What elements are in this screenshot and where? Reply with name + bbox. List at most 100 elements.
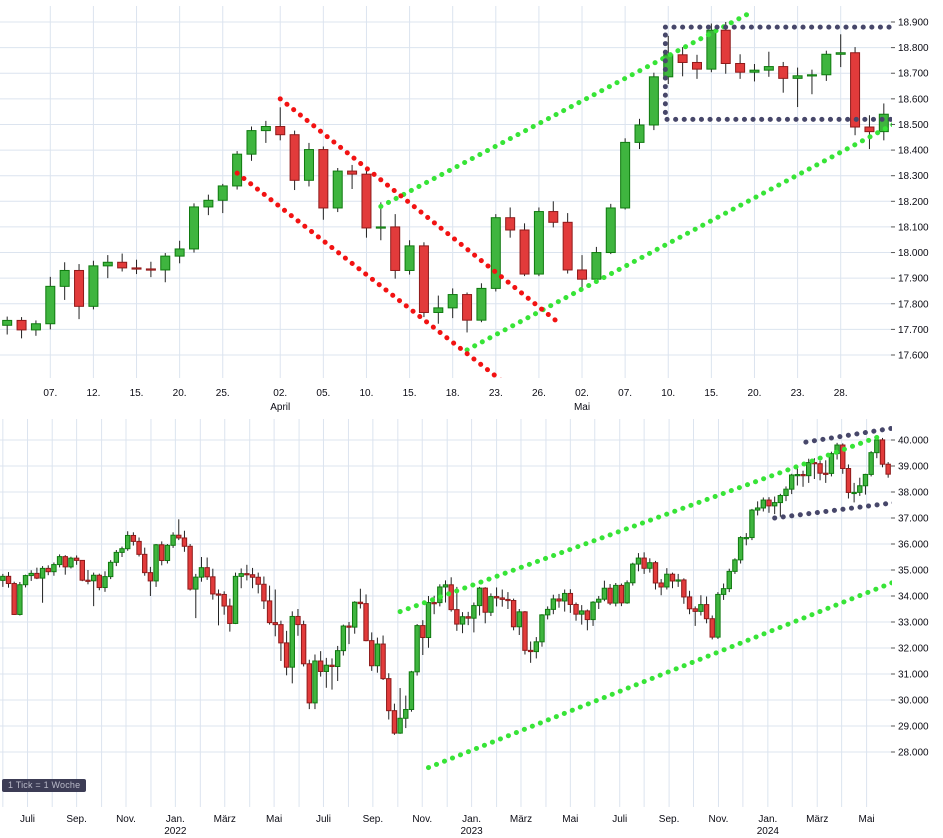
- candle: [465, 611, 471, 626]
- candle: [720, 22, 731, 74]
- candle: [448, 577, 454, 612]
- y-axis-label: 17.900: [898, 274, 929, 285]
- x-axis-label: Jan.: [462, 814, 481, 825]
- candle: [403, 695, 409, 729]
- candle: [295, 609, 301, 636]
- candle: [835, 34, 846, 68]
- candle: [706, 23, 717, 73]
- candle: [16, 317, 27, 339]
- candle: [754, 501, 761, 516]
- candle: [102, 571, 108, 592]
- candle: [39, 566, 46, 603]
- candle: [332, 168, 343, 213]
- x-axis-label: 07.: [618, 388, 632, 399]
- candle: [874, 438, 880, 459]
- candle: [454, 586, 460, 631]
- y-axis-label: 33.000: [898, 618, 929, 629]
- candle: [737, 536, 744, 564]
- candle: [634, 118, 645, 150]
- candle: [204, 557, 210, 580]
- candle: [544, 606, 551, 620]
- candle: [113, 549, 120, 567]
- candle: [391, 703, 398, 735]
- candle: [567, 589, 574, 613]
- candle: [561, 589, 568, 612]
- candle: [681, 578, 687, 604]
- x-axis-label: 23.: [791, 388, 805, 399]
- candle: [51, 562, 57, 576]
- y-axis-label: 17.600: [898, 351, 929, 362]
- y-axis-label: 18.100: [898, 222, 929, 233]
- candle: [232, 572, 239, 625]
- candle: [462, 292, 473, 333]
- y-axis-label: 30.000: [898, 696, 929, 707]
- candles: [0, 437, 891, 735]
- y-axis-label: 18.400: [898, 146, 929, 157]
- candle: [641, 552, 647, 574]
- x-axis-label: März: [806, 814, 828, 825]
- candle: [30, 320, 41, 336]
- candle: [107, 560, 114, 580]
- x-axis-label: Jan.: [166, 814, 185, 825]
- y-axis-labels: 18.900 18.800 18.700 18.600 18.500 18.400 18.3…: [891, 18, 929, 362]
- weekly-candlestick-chart[interactable]: 40.000 39.000 38.000 37.000 36.000 35.000 34.0…: [0, 415, 943, 838]
- candle: [709, 615, 715, 640]
- daily-candlestick-chart[interactable]: 18.900 18.800 18.700 18.600 18.500 18.400 18.3…: [0, 0, 943, 415]
- candle: [136, 537, 142, 557]
- candle: [607, 584, 613, 606]
- candle: [404, 240, 415, 275]
- candle: [68, 556, 74, 569]
- candle: [275, 107, 286, 141]
- candle: [317, 651, 324, 677]
- x-axis-label: 15.: [403, 388, 417, 399]
- candle: [390, 214, 401, 279]
- candle: [433, 295, 444, 324]
- candle: [418, 242, 429, 318]
- candle: [516, 609, 522, 635]
- y-axis-label: 32.000: [898, 644, 929, 655]
- candle: [862, 473, 869, 495]
- candle: [176, 519, 182, 541]
- x-axis-label: 25.: [216, 388, 230, 399]
- candle: [692, 606, 698, 626]
- y-axis-label: 18.200: [898, 197, 929, 208]
- candle: [170, 532, 176, 548]
- candle: [159, 541, 165, 566]
- candle: [778, 61, 789, 93]
- candle: [74, 264, 85, 320]
- candle: [238, 568, 244, 589]
- overlays: [234, 11, 892, 378]
- candle: [590, 601, 596, 626]
- candle: [885, 462, 891, 478]
- x-axis-sublabel: 2024: [757, 826, 780, 837]
- candle: [624, 580, 630, 604]
- candle: [476, 586, 483, 616]
- y-axis-label: 40.000: [898, 436, 929, 447]
- candle: [2, 316, 13, 335]
- x-axis-label: 12.: [86, 388, 100, 399]
- x-axis-label: Mai: [562, 814, 578, 825]
- candle: [261, 576, 267, 609]
- y-axis-label: 39.000: [898, 462, 929, 473]
- consolidation-line: [772, 500, 892, 521]
- green-trendline: [425, 580, 892, 771]
- candle: [124, 531, 131, 551]
- x-axis-label: Sep.: [363, 814, 384, 825]
- candle: [817, 460, 823, 481]
- candle: [749, 508, 755, 541]
- candle: [62, 555, 68, 575]
- candle: [312, 654, 318, 710]
- x-axis-label: 26.: [532, 388, 546, 399]
- overlays: [397, 425, 892, 771]
- x-axis-labels: 07. 12. 15. 20. 25. 02. April 05. 10. 15. 18. 23. 26…: [43, 388, 847, 413]
- candle: [260, 120, 271, 143]
- candle: [278, 620, 284, 661]
- candle: [864, 115, 875, 150]
- y-axis-label: 18.300: [898, 171, 929, 182]
- candle: [246, 126, 257, 161]
- y-axis-label: 18.900: [898, 18, 929, 29]
- candle: [715, 592, 721, 639]
- candle: [347, 164, 358, 190]
- candle: [130, 532, 137, 546]
